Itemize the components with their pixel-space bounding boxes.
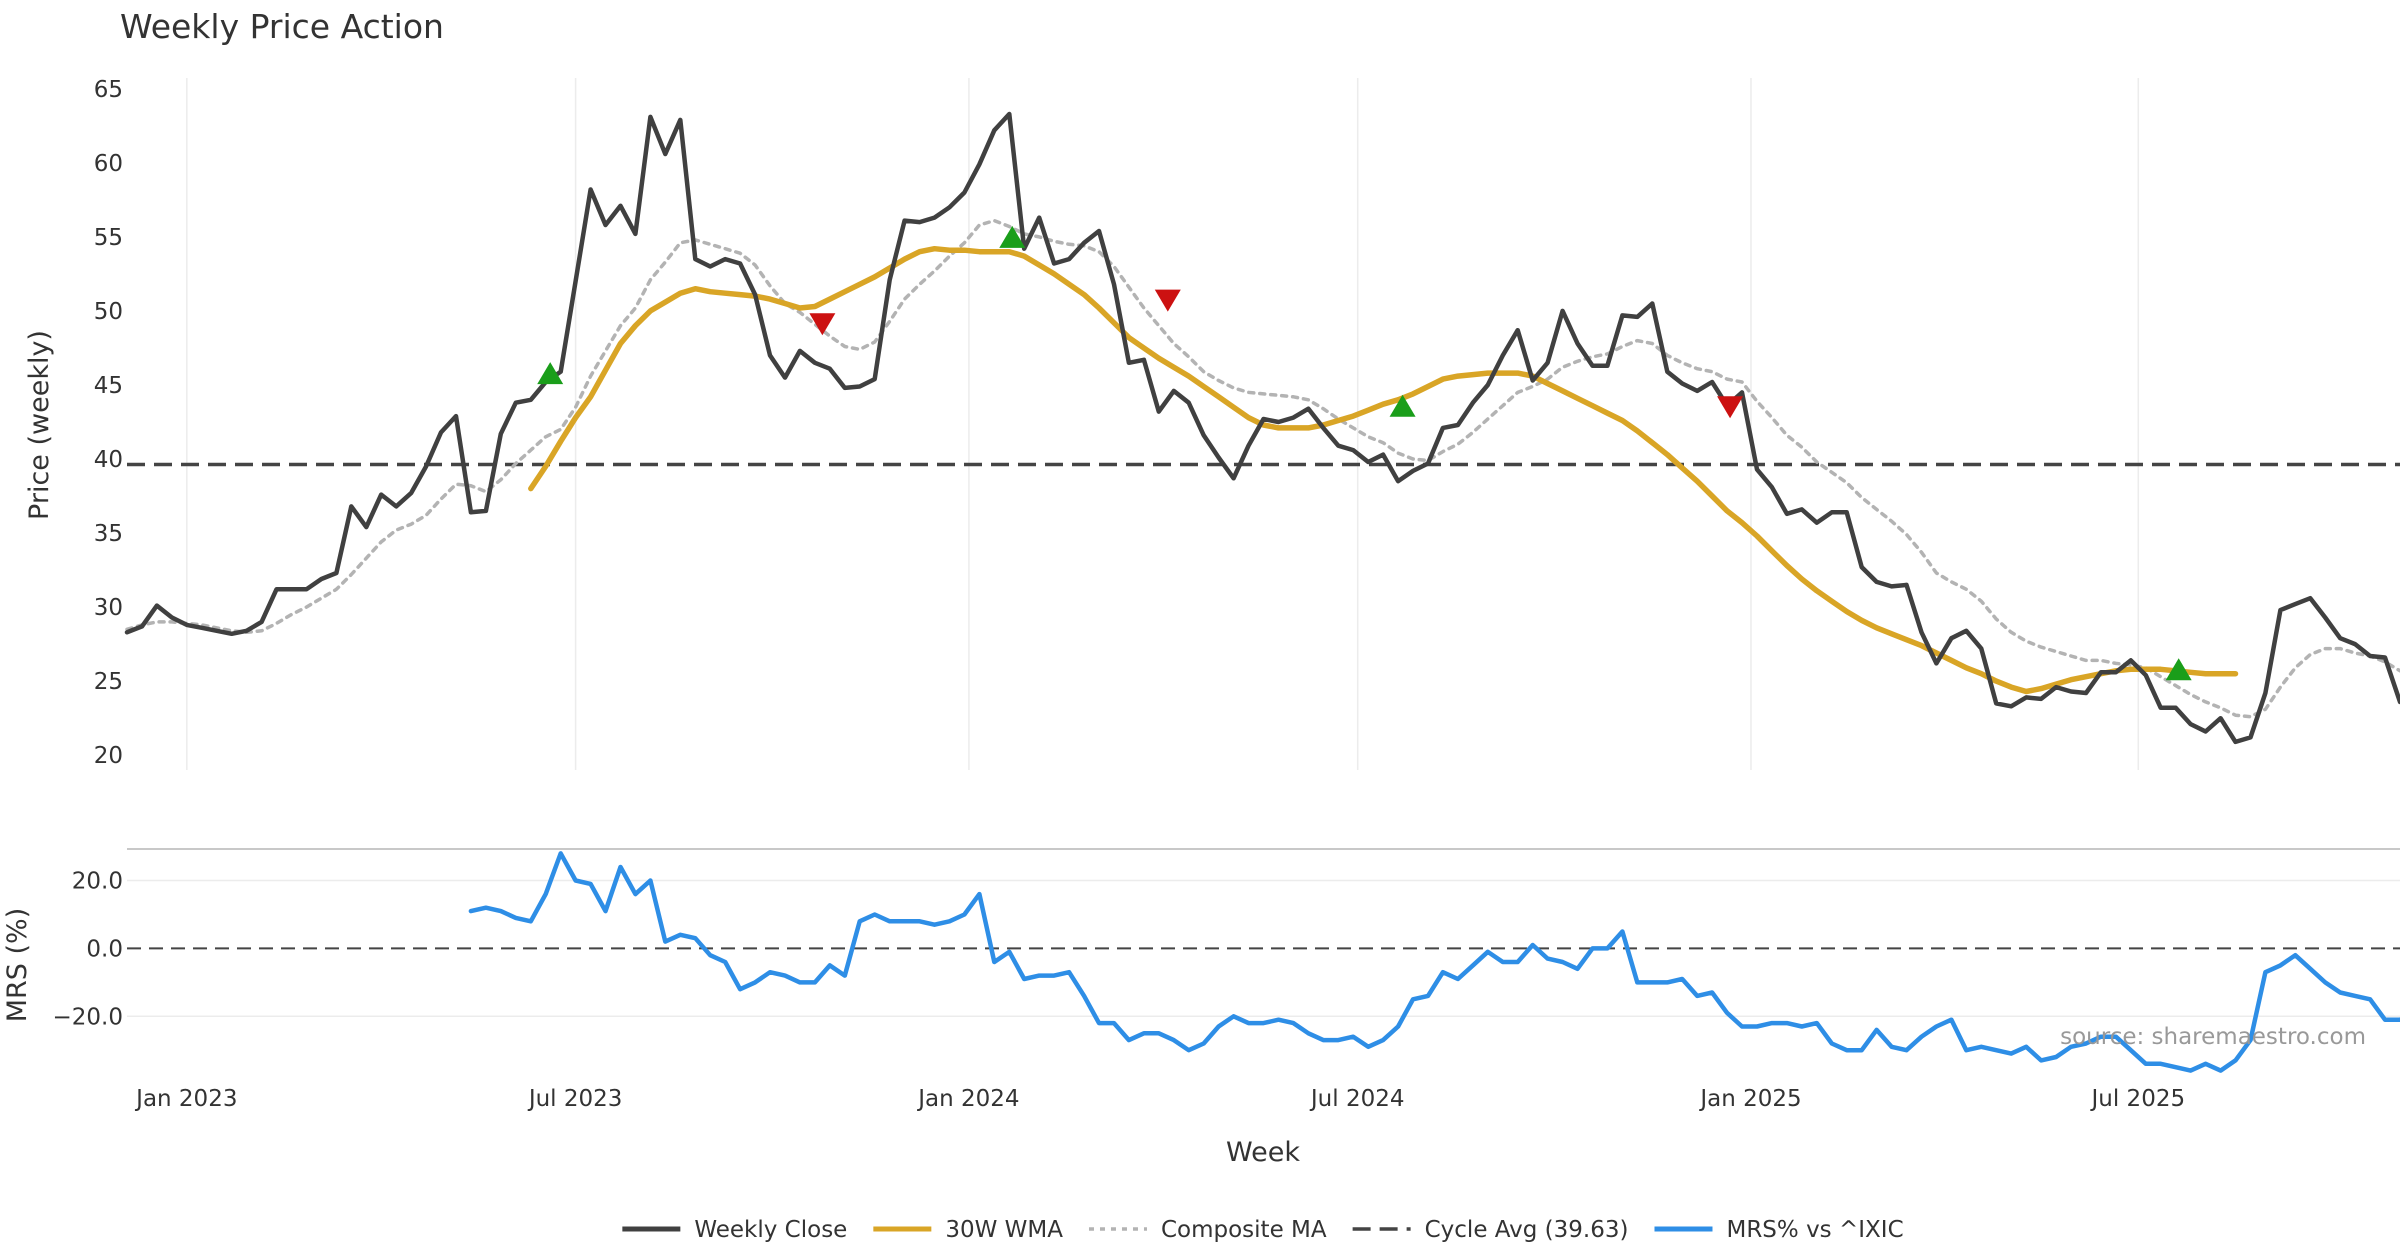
price-y-axis: 20 25 30 35 40 45 50 55 60 65 [94,77,123,769]
x-axis: Jan 2023 Jul 2023 Jan 2024 Jul 2024 Jan 2025… [134,1086,2185,1112]
buy-signal-marker [2165,658,2192,681]
chart-title: Weekly Price Action [120,7,444,46]
sell-signal-marker [1154,289,1181,312]
mrs-axis-title: MRS (%) [2,908,33,1023]
x-tick-label: Jul 2023 [527,1086,623,1112]
wma-30w-line [528,245,2239,695]
composite-ma-line [125,218,2400,719]
signal-markers [537,225,2192,681]
mrs-line [468,851,2400,1073]
source-note: source: sharemaestro.com [2060,1024,2366,1050]
legend-label: MRS% vs ^IXIC [1726,1217,1903,1243]
x-axis-title: Week [1226,1137,1300,1168]
price-y-tick-label: 35 [94,521,123,547]
price-y-tick-label: 45 [94,373,123,399]
price-y-tick-label: 50 [94,299,123,325]
mrs-y-axis: 20.0 0.0 −20.0 [53,869,123,1031]
price-y-tick-label: 65 [94,77,123,103]
buy-signal-marker [999,225,1026,248]
price-y-tick-label: 30 [94,595,123,621]
legend-label: 30W WMA [945,1217,1063,1243]
legend: Weekly Close 30W WMA Composite MA Cycle Avg… [622,1217,1904,1243]
price-grid [186,78,2140,770]
legend-label: Weekly Close [694,1217,847,1243]
series-layer [124,111,2400,1073]
sell-signal-marker [1717,396,1744,419]
mrs-y-tick-label: 0.0 [86,936,123,962]
price-y-tick-label: 20 [94,743,123,769]
price-y-tick-label: 25 [94,669,123,695]
mrs-grid [127,879,2400,1018]
x-tick-label: Jul 2024 [1309,1086,1405,1112]
mrs-y-tick-label: 20.0 [72,869,123,895]
reference-lines [127,462,2400,950]
price-axis-title: Price (weekly) [24,330,55,520]
x-tick-label: Jul 2025 [2090,1086,2186,1112]
sell-signal-marker [809,313,836,336]
x-tick-label: Jan 2023 [134,1086,237,1112]
x-tick-label: Jan 2025 [1698,1086,1801,1112]
price-y-tick-label: 40 [94,447,123,473]
mrs-y-tick-label: −20.0 [53,1004,123,1030]
legend-label: Cycle Avg (39.63) [1425,1217,1629,1243]
legend-label: Composite MA [1161,1217,1327,1243]
x-tick-label: Jan 2024 [916,1086,1019,1112]
buy-signal-marker [1389,394,1416,417]
weekly-close-line [124,111,2400,745]
price-y-tick-label: 55 [94,225,123,251]
buy-signal-marker [537,362,564,385]
price-y-tick-label: 60 [94,151,123,177]
